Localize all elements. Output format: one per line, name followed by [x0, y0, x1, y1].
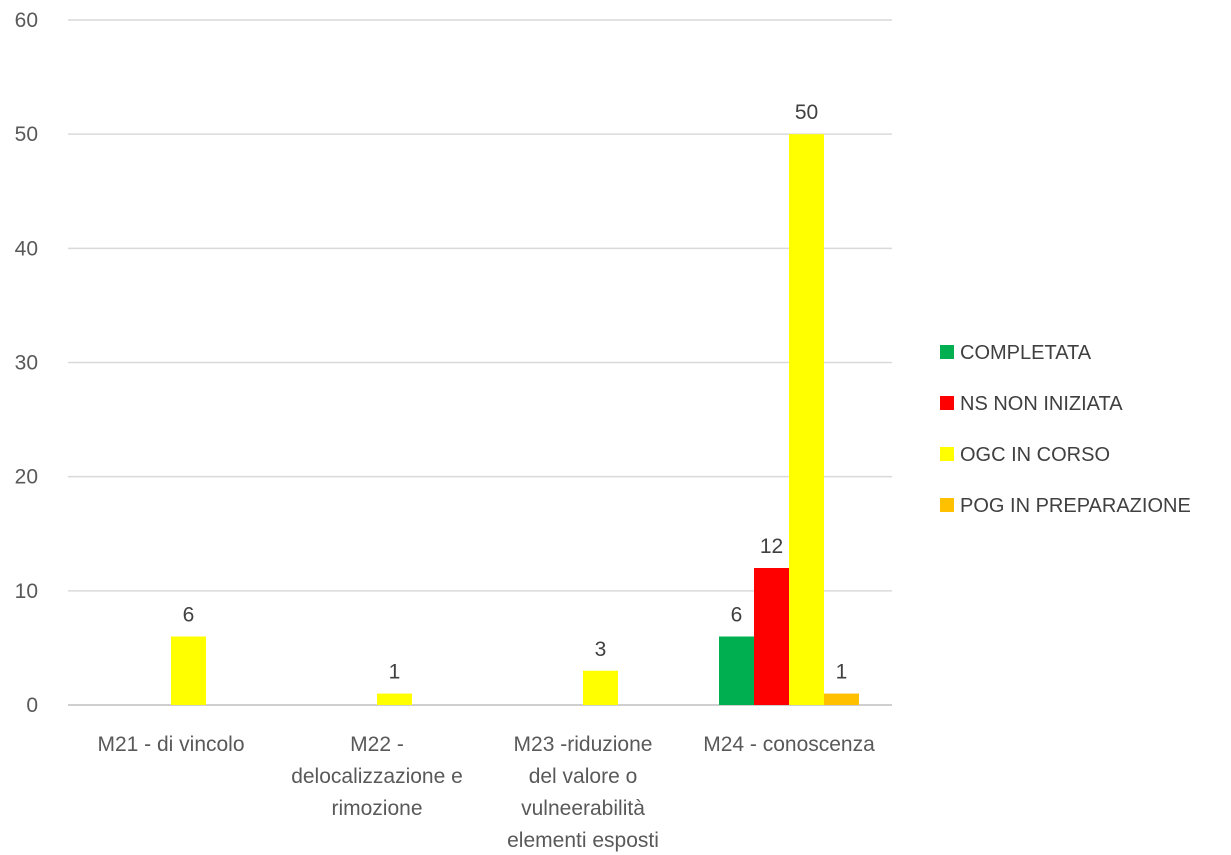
bar-ogc-in-corso [583, 670, 618, 705]
y-axis-ticks: 0 10 20 30 40 50 60 [15, 9, 38, 717]
legend-label: COMPLETATA [960, 342, 1092, 364]
legend: COMPLETATA NS NON INIZIATA OGC IN CORSO POG… [940, 342, 1191, 517]
data-label: 50 [795, 101, 818, 124]
legend-swatch [940, 447, 954, 461]
y-tick-label: 10 [15, 580, 38, 603]
data-label: 6 [183, 604, 195, 627]
y-tick-label: 60 [15, 9, 38, 32]
legend-swatch [940, 396, 954, 410]
data-label: 12 [760, 535, 783, 558]
legend-label: POG IN PREPARAZIONE [960, 495, 1191, 517]
bars [171, 134, 859, 705]
data-label: 1 [389, 661, 401, 684]
y-tick-label: 30 [15, 352, 38, 375]
bar-ogc-in-corso [171, 636, 206, 705]
category-label: delocalizzazione e [291, 765, 463, 788]
category-label: M22 - [350, 733, 404, 756]
y-tick-label: 50 [15, 123, 38, 146]
data-label: 3 [595, 638, 607, 661]
bar-completata [719, 636, 754, 705]
data-label: 6 [731, 604, 743, 627]
x-axis-categories: M21 - di vincolo M22 - delocalizzazione e r… [97, 733, 875, 852]
category-label: rimozione [331, 797, 422, 820]
legend-label: NS NON INIZIATA [960, 393, 1123, 415]
legend-swatch [940, 498, 954, 512]
data-label: 1 [836, 661, 848, 684]
y-tick-label: 40 [15, 237, 38, 260]
legend-swatch [940, 345, 954, 359]
category-label: M21 - di vincolo [97, 733, 244, 756]
legend-label: OGC IN CORSO [960, 444, 1110, 466]
gridlines [68, 19, 892, 706]
category-label: M23 -riduzione [514, 733, 653, 756]
y-tick-label: 20 [15, 466, 38, 489]
y-tick-label: 0 [26, 694, 38, 717]
bar-ogc-in-corso [789, 134, 824, 705]
category-label: del valore o [529, 765, 638, 788]
category-label: vulneerabilità [521, 797, 645, 820]
category-label: M24 - conoscenza [703, 733, 875, 756]
bar-ns-non-iniziata [754, 568, 789, 705]
data-labels: 6 1 3 6 12 50 1 [183, 101, 848, 683]
bar-ogc-in-corso [377, 693, 412, 705]
bar-pog-in-preparazione [824, 693, 859, 705]
category-label: elementi esposti [507, 829, 659, 852]
